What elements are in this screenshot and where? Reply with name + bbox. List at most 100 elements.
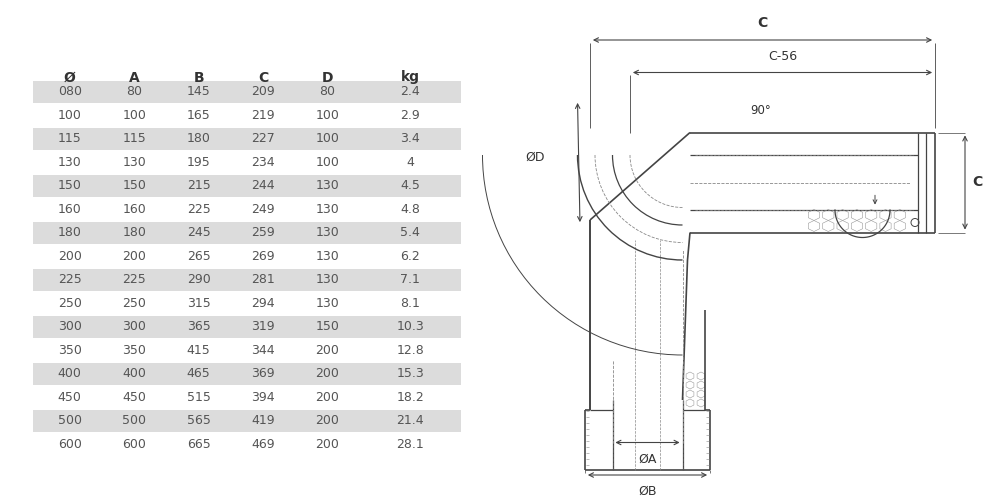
- Text: 3.4: 3.4: [400, 132, 420, 145]
- Text: 419: 419: [251, 414, 275, 427]
- Text: C: C: [972, 176, 983, 190]
- Text: 665: 665: [187, 438, 210, 450]
- Bar: [33, 316, 461, 338]
- Text: 180: 180: [58, 226, 82, 239]
- Text: 150: 150: [122, 179, 146, 192]
- Text: 245: 245: [187, 226, 210, 239]
- Text: 565: 565: [187, 414, 211, 427]
- Text: 400: 400: [122, 367, 146, 380]
- Text: 100: 100: [315, 132, 339, 145]
- Text: 12.8: 12.8: [396, 344, 424, 356]
- Text: 369: 369: [251, 367, 275, 380]
- Text: C: C: [258, 70, 268, 85]
- Text: 7.1: 7.1: [400, 273, 420, 286]
- Text: 227: 227: [251, 132, 275, 145]
- Text: 315: 315: [187, 296, 210, 310]
- Text: 28.1: 28.1: [396, 438, 424, 450]
- Text: 515: 515: [187, 390, 211, 404]
- Text: 160: 160: [58, 202, 82, 215]
- Text: 130: 130: [316, 226, 339, 239]
- Text: 195: 195: [187, 156, 210, 168]
- Text: 469: 469: [251, 438, 275, 450]
- Text: 2.9: 2.9: [400, 108, 420, 122]
- Text: 130: 130: [316, 250, 339, 262]
- Text: kg: kg: [401, 70, 420, 85]
- Text: 600: 600: [58, 438, 82, 450]
- Bar: [33, 175, 461, 197]
- Text: 209: 209: [251, 85, 275, 98]
- Text: 165: 165: [187, 108, 210, 122]
- Text: 319: 319: [251, 320, 275, 333]
- Bar: [33, 363, 461, 384]
- Text: 244: 244: [251, 179, 275, 192]
- Text: 225: 225: [122, 273, 146, 286]
- Text: 130: 130: [316, 202, 339, 215]
- Text: C-56: C-56: [768, 50, 797, 62]
- Text: 250: 250: [122, 296, 146, 310]
- Text: 215: 215: [187, 179, 210, 192]
- Text: 234: 234: [251, 156, 275, 168]
- Text: 200: 200: [58, 250, 82, 262]
- Text: 294: 294: [251, 296, 275, 310]
- Text: 6.2: 6.2: [400, 250, 420, 262]
- Text: 18.2: 18.2: [396, 390, 424, 404]
- Text: 115: 115: [122, 132, 146, 145]
- Text: 250: 250: [58, 296, 82, 310]
- Text: 80: 80: [126, 85, 142, 98]
- Text: 200: 200: [315, 390, 339, 404]
- Text: 130: 130: [316, 273, 339, 286]
- Bar: [33, 128, 461, 150]
- Text: 080: 080: [58, 85, 82, 98]
- Text: 5.4: 5.4: [400, 226, 420, 239]
- Text: 219: 219: [251, 108, 275, 122]
- Text: 115: 115: [58, 132, 82, 145]
- Text: 394: 394: [251, 390, 275, 404]
- Text: 200: 200: [315, 414, 339, 427]
- Text: A: A: [129, 70, 140, 85]
- Text: 80: 80: [319, 85, 335, 98]
- Text: 300: 300: [58, 320, 82, 333]
- Text: 200: 200: [315, 367, 339, 380]
- Text: 200: 200: [315, 344, 339, 356]
- Text: 350: 350: [122, 344, 146, 356]
- Text: B: B: [193, 70, 204, 85]
- Text: 100: 100: [315, 156, 339, 168]
- Text: 290: 290: [187, 273, 210, 286]
- Text: 500: 500: [58, 414, 82, 427]
- Text: 100: 100: [122, 108, 146, 122]
- Text: 15.3: 15.3: [396, 367, 424, 380]
- Text: 200: 200: [122, 250, 146, 262]
- Text: 130: 130: [58, 156, 82, 168]
- Text: 269: 269: [251, 250, 275, 262]
- Text: 350: 350: [58, 344, 82, 356]
- Text: 180: 180: [187, 132, 211, 145]
- Text: 400: 400: [58, 367, 82, 380]
- Text: 145: 145: [187, 85, 210, 98]
- Bar: [33, 222, 461, 244]
- Text: 160: 160: [122, 202, 146, 215]
- Text: 200: 200: [315, 438, 339, 450]
- Text: ØD: ØD: [525, 151, 545, 164]
- Text: 4.8: 4.8: [400, 202, 420, 215]
- Text: 21.4: 21.4: [396, 414, 424, 427]
- Bar: [33, 410, 461, 432]
- Text: 100: 100: [58, 108, 82, 122]
- Bar: [33, 81, 461, 102]
- Text: 300: 300: [122, 320, 146, 333]
- Text: 265: 265: [187, 250, 210, 262]
- Text: 600: 600: [122, 438, 146, 450]
- Text: 225: 225: [187, 202, 210, 215]
- Text: 4.5: 4.5: [400, 179, 420, 192]
- Text: ØA: ØA: [638, 452, 657, 466]
- Text: 450: 450: [58, 390, 82, 404]
- Text: 281: 281: [251, 273, 275, 286]
- Text: 8.1: 8.1: [400, 296, 420, 310]
- Text: 365: 365: [187, 320, 210, 333]
- Text: 90°: 90°: [750, 104, 771, 117]
- Text: 450: 450: [122, 390, 146, 404]
- Text: 465: 465: [187, 367, 210, 380]
- Text: 150: 150: [58, 179, 82, 192]
- Text: 10.3: 10.3: [396, 320, 424, 333]
- Text: 500: 500: [122, 414, 146, 427]
- Text: 130: 130: [316, 179, 339, 192]
